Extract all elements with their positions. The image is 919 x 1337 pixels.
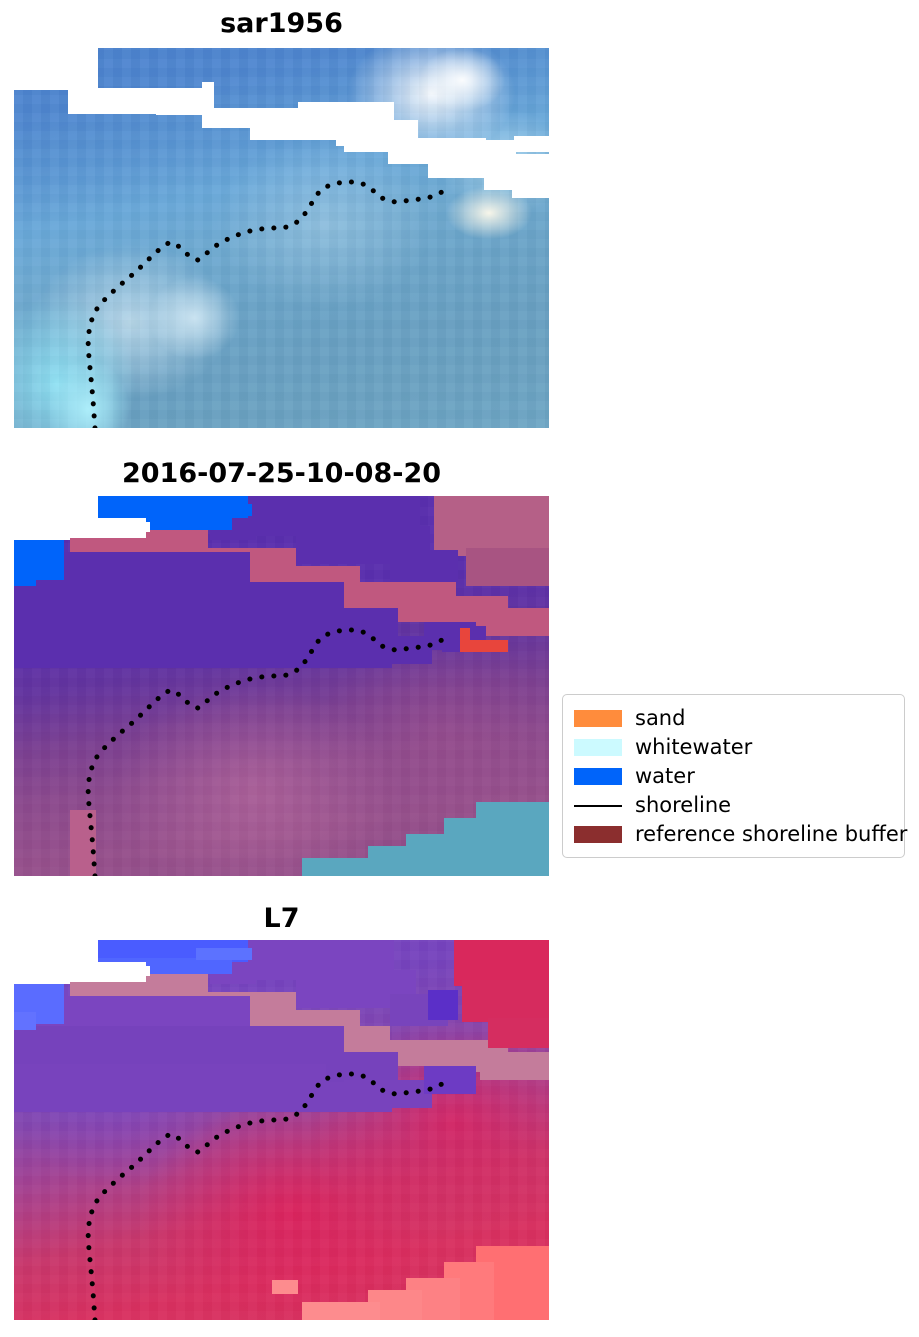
legend-label-water: water (635, 764, 695, 788)
land-class-step (344, 636, 432, 664)
whitewater-blob-center (134, 263, 254, 373)
image-panel-classified[interactable] (14, 496, 549, 876)
nodata-step (14, 968, 70, 984)
nodata-step (202, 82, 214, 110)
panel-title-sar1956: sar1956 (220, 8, 343, 39)
land-class-step (424, 1066, 476, 1094)
legend-box: sand whitewater water shoreline referenc… (562, 694, 907, 858)
teal-class-step (302, 858, 380, 876)
crimson-class-step (454, 940, 549, 986)
legend-item-sand[interactable]: sand (574, 704, 894, 733)
reference-shoreline-buffer-swatch-icon (574, 826, 622, 843)
nodata-step (474, 140, 516, 154)
nodata-step (14, 76, 72, 90)
water-class-step (14, 568, 36, 586)
coral-class-step (272, 1280, 298, 1294)
shoreline-line-icon (574, 797, 622, 814)
legend-label-sand: sand (635, 706, 686, 730)
reference-shoreline-buffer-step (460, 628, 470, 646)
reference-shoreline-buffer-step (460, 640, 508, 652)
nodata-step (514, 136, 549, 152)
land-class-step (428, 990, 458, 1020)
water-class-step (196, 948, 252, 960)
crimson-class-step (462, 980, 549, 1022)
raster-l7 (14, 940, 549, 1320)
water-swatch-icon (574, 768, 622, 785)
coral-class-step (302, 1302, 380, 1320)
panel-title-l7: L7 (263, 903, 300, 934)
nodata-step (512, 184, 549, 198)
crimson-class-step (488, 1018, 549, 1048)
image-panel-sar1956[interactable] (14, 48, 549, 428)
land-class-step (326, 1052, 398, 1082)
legend-item-shoreline[interactable]: shoreline (574, 791, 894, 820)
water-class-step (14, 1012, 36, 1030)
nodata-step (68, 962, 146, 982)
whitewater-swatch-icon (574, 739, 622, 756)
nodata-step (250, 120, 340, 140)
raster-sar1956 (14, 48, 549, 428)
land-class-step (344, 1080, 432, 1108)
sand-swatch-icon (574, 710, 622, 727)
nodata-step (68, 102, 158, 114)
image-panel-l7[interactable] (14, 940, 549, 1320)
beach-class-step (70, 810, 96, 876)
legend-item-water[interactable]: water (574, 762, 894, 791)
raster-classified (14, 496, 549, 876)
nodata-step (14, 524, 70, 540)
nodata-step (68, 518, 146, 538)
beach-class-step (466, 548, 549, 586)
beach-class-step (434, 496, 549, 556)
legend-label-reference-shoreline-buffer: reference shoreline buffer (635, 822, 908, 846)
panel-title-2016-07-25-10-08-20: 2016-07-25-10-08-20 (121, 458, 442, 489)
land-class-step (326, 608, 398, 638)
legend-item-whitewater[interactable]: whitewater (574, 733, 894, 762)
legend-label-whitewater: whitewater (635, 735, 753, 759)
beach-class-step (480, 1052, 549, 1080)
legend-item-reference-shoreline-buffer[interactable]: reference shoreline buffer (574, 820, 907, 849)
nodata-step (142, 522, 150, 532)
nodata-step (156, 101, 204, 115)
nodata-step (142, 966, 150, 976)
whitewater-blob-topright (412, 48, 512, 128)
water-class-step (196, 504, 252, 516)
nodata-step (344, 138, 394, 152)
legend-label-shoreline: shoreline (635, 793, 732, 817)
beach-class-step (480, 608, 549, 636)
land-class-step (390, 550, 458, 582)
